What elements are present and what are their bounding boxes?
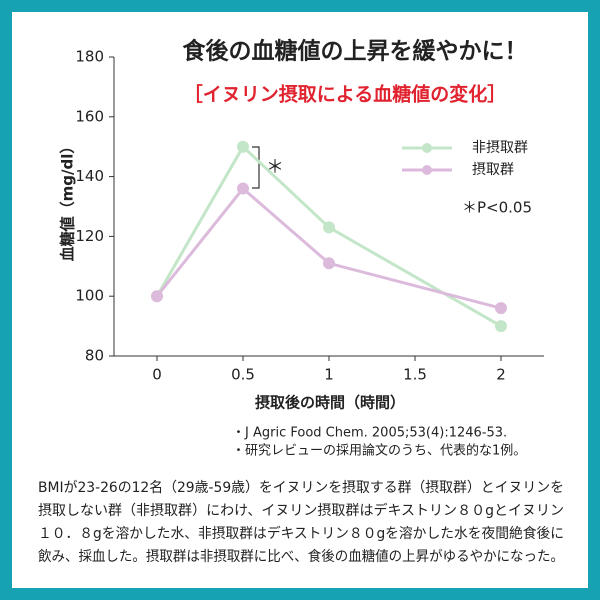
data-point xyxy=(323,257,335,270)
x-tick-label: 1.5 xyxy=(403,366,427,384)
x-tick-label: 0.5 xyxy=(231,366,255,384)
legend-marker xyxy=(422,143,432,153)
legend-marker xyxy=(422,165,432,175)
description-line: 摂取しない群（非摂取群）にわけ、イヌリン摂取群はデキストリン８０gとイヌリン xyxy=(38,502,564,519)
x-tick-label: 2 xyxy=(496,366,506,384)
x-tick-label: 0 xyxy=(152,366,162,384)
y-tick-label: 100 xyxy=(75,287,104,305)
significance-note: ＊P<0.05 xyxy=(462,199,532,217)
series-line xyxy=(155,144,502,328)
note: ・J Agric Food Chem. 2005;53(4):1246-53. xyxy=(232,426,507,441)
description-line: １０．８gを溶かした水、非摂取群はデキストリン８０gを溶かした水を夜間絶食後に xyxy=(38,525,564,542)
y-tick-label: 160 xyxy=(75,107,104,125)
data-point xyxy=(495,302,507,315)
legend-label: 非摂取群 xyxy=(472,140,528,156)
y-tick-label: 140 xyxy=(75,167,104,185)
y-tick-label: 180 xyxy=(75,48,104,66)
panel xyxy=(12,12,588,588)
chart-subtitle: ［イヌリン摂取による血糖値の変化］ xyxy=(184,83,506,106)
data-point xyxy=(323,221,335,234)
data-point xyxy=(151,290,163,303)
note: ・研究レビューの採用論文のうち、代表的な1例。 xyxy=(232,443,526,459)
legend-label: 摂取群 xyxy=(472,162,514,178)
description-line: 飲み、採血した。摂取群は非摂取群に比べ、食後の血糖値の上昇がゆるやかになった。 xyxy=(38,548,564,565)
series-line xyxy=(155,186,502,310)
chart-title: 食後の血糖値の上昇を緩やかに！ xyxy=(183,38,528,65)
y-tick-label: 120 xyxy=(75,227,104,245)
description-line: BMIが23-26の12名（29歳-59歳）をイヌリンを摂取する群（摂取群）とイ… xyxy=(38,480,564,496)
x-tick-label: 1 xyxy=(324,366,334,384)
data-point xyxy=(237,182,249,195)
y-tick-label: 80 xyxy=(85,347,104,365)
x-axis-title: 摂取後の時間（時間） xyxy=(255,394,405,412)
data-point xyxy=(495,320,507,333)
data-point xyxy=(237,140,249,153)
y-axis-title: 血糖値（mg/dl） xyxy=(59,139,77,262)
significance-bracket xyxy=(252,146,260,189)
